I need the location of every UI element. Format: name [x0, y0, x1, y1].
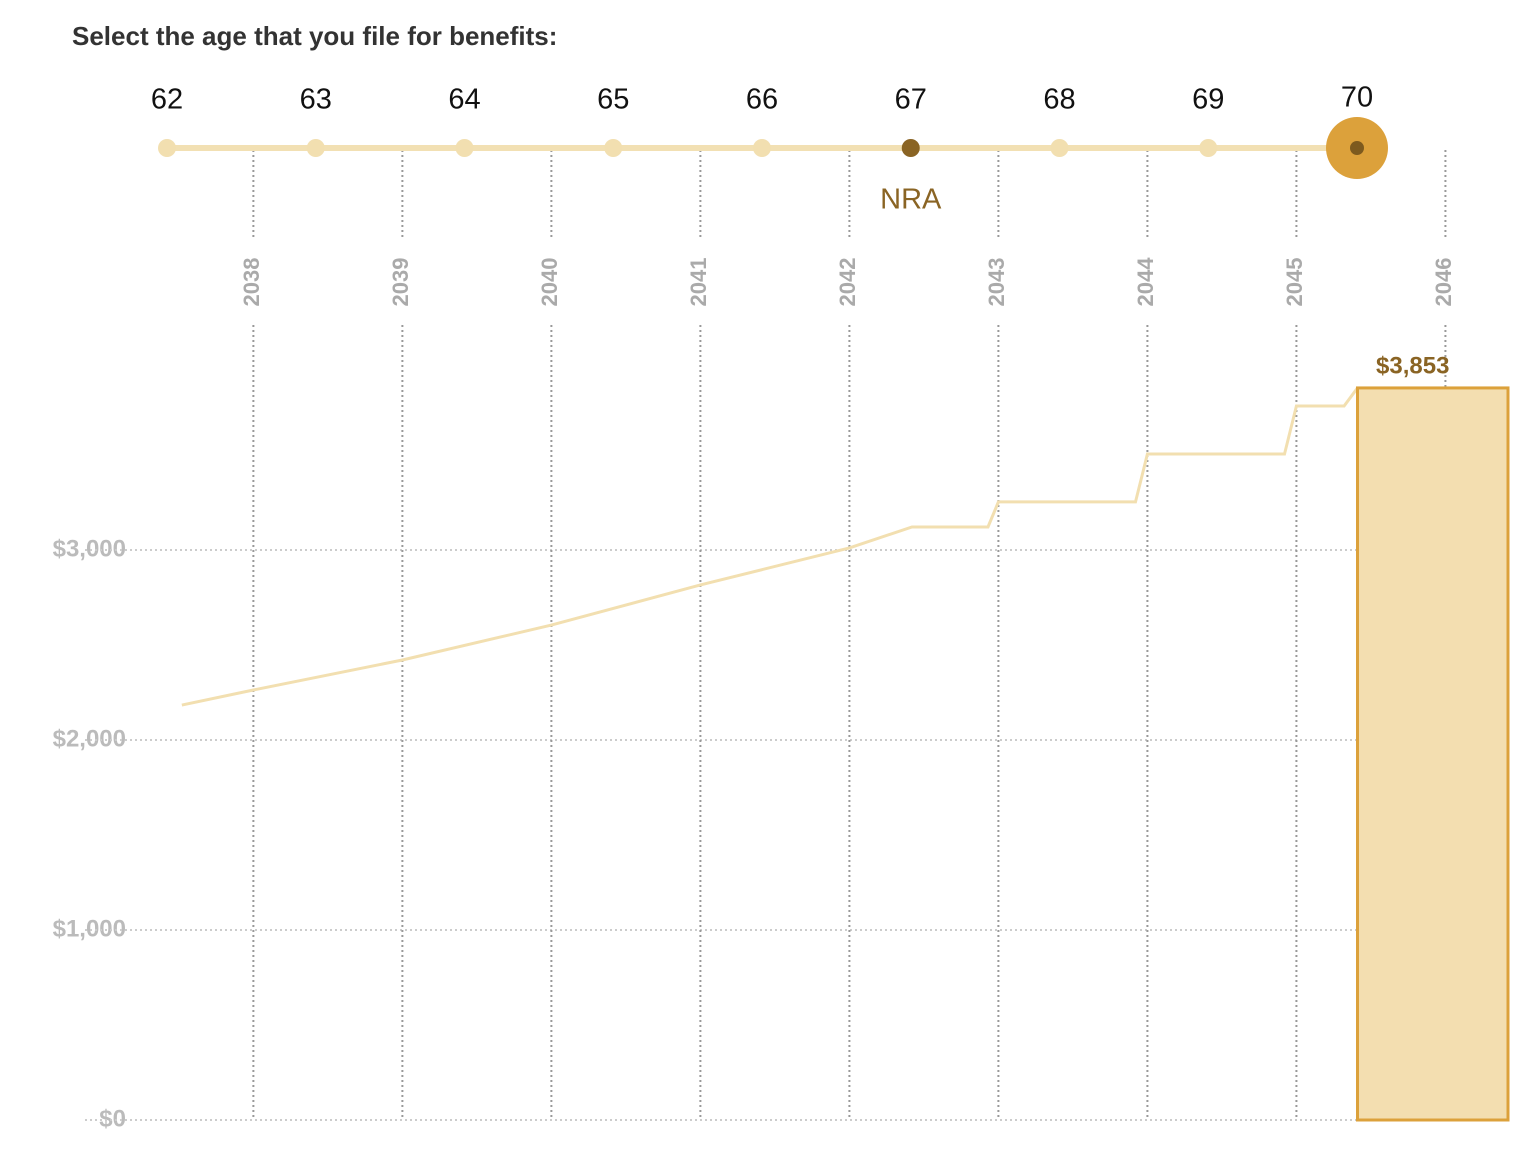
slider-dot[interactable] — [901, 139, 920, 157]
x-tick-label: 2041 — [686, 258, 711, 307]
y-tick-label: $0 — [99, 1105, 126, 1132]
x-tick-label: 2040 — [537, 258, 562, 307]
age-label[interactable]: 63 — [300, 84, 332, 116]
age-label[interactable]: 65 — [597, 84, 629, 116]
slider-dot[interactable] — [455, 139, 474, 157]
slider-dot[interactable] — [1350, 141, 1364, 155]
x-tick-label: 2046 — [1431, 258, 1456, 307]
slider-dot[interactable] — [306, 139, 325, 157]
x-tick-label: 2043 — [984, 258, 1009, 307]
slider-dot[interactable] — [604, 139, 623, 157]
age-label[interactable]: 68 — [1043, 84, 1075, 116]
age-label[interactable]: 67 — [895, 84, 927, 116]
benefit-bar — [1356, 386, 1510, 1122]
y-tick-label: $2,000 — [53, 725, 126, 752]
slider-dot[interactable] — [753, 139, 771, 157]
x-tick-label: 2038 — [239, 258, 264, 307]
age-label[interactable]: 66 — [746, 84, 778, 116]
benefit-line — [181, 387, 1359, 707]
x-tick-label: 2042 — [835, 258, 860, 307]
age-label[interactable]: 64 — [448, 84, 480, 116]
header-title: Select the age that you file for benefit… — [72, 21, 557, 51]
x-tick-label: 2039 — [388, 258, 413, 307]
bar-value-label: $3,853 — [1376, 352, 1449, 379]
y-tick-label: $3,000 — [53, 535, 126, 562]
slider-dot[interactable] — [158, 139, 176, 157]
slider-dot[interactable] — [1050, 139, 1069, 157]
age-label[interactable]: 69 — [1192, 84, 1224, 116]
x-tick-label: 2045 — [1282, 258, 1307, 307]
slider-dot[interactable] — [1199, 139, 1218, 157]
age-label[interactable]: 62 — [151, 84, 183, 116]
y-tick-label: $1,000 — [53, 915, 126, 942]
age-label[interactable]: 70 — [1341, 82, 1373, 114]
x-tick-label: 2044 — [1133, 257, 1158, 307]
nra-label: NRA — [880, 184, 942, 216]
